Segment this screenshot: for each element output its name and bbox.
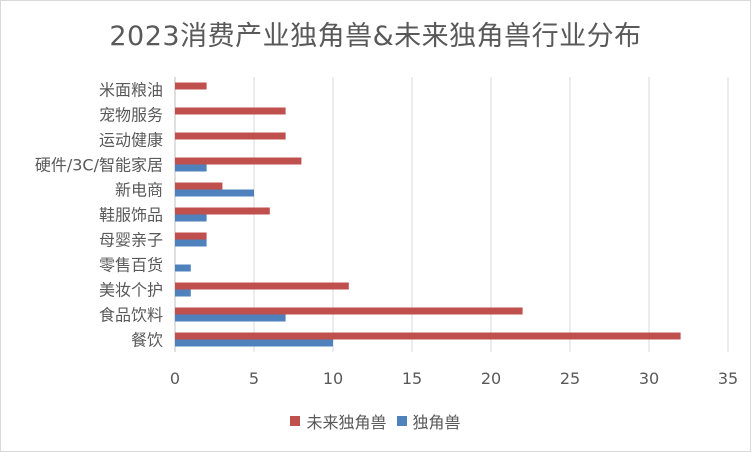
bar xyxy=(175,164,207,172)
bar xyxy=(175,107,286,115)
bar xyxy=(175,132,286,140)
y-category-label: 宠物服务 xyxy=(99,106,163,125)
bar xyxy=(175,307,523,315)
bar xyxy=(175,289,191,297)
y-category-label: 餐饮 xyxy=(131,331,163,350)
bar xyxy=(175,189,254,197)
x-tick-label: 35 xyxy=(718,369,738,388)
x-tick-label: 20 xyxy=(481,369,501,388)
x-tick-label: 0 xyxy=(170,369,180,388)
y-category-label: 零售百货 xyxy=(99,256,163,275)
bar xyxy=(175,182,223,190)
bar xyxy=(175,157,302,165)
bar xyxy=(175,214,207,222)
bar xyxy=(175,239,207,247)
y-category-label: 鞋服饰品 xyxy=(99,206,163,225)
y-category-label: 母婴亲子 xyxy=(99,231,163,250)
legend-label-future-unicorn: 未来独角兽 xyxy=(306,413,387,432)
legend-label-unicorn: 独角兽 xyxy=(412,413,461,432)
bar xyxy=(175,332,681,340)
legend-swatch-unicorn xyxy=(396,416,407,426)
legend-item-unicorn: 独角兽 xyxy=(396,409,461,433)
bar xyxy=(175,339,333,347)
legend: 未来独角兽 独角兽 xyxy=(0,409,751,433)
legend-swatch-future-unicorn xyxy=(290,416,301,426)
x-tick-label: 5 xyxy=(249,369,259,388)
y-category-label: 食品饮料 xyxy=(99,306,163,325)
x-tick-label: 15 xyxy=(402,369,422,388)
y-category-label: 新电商 xyxy=(115,181,163,200)
y-category-label: 美妆个护 xyxy=(99,281,163,300)
y-category-label: 硬件/3C/智能家居 xyxy=(35,156,163,175)
bar xyxy=(175,282,349,290)
bar xyxy=(175,264,191,272)
bar xyxy=(175,232,207,240)
bar xyxy=(175,314,286,322)
bar xyxy=(175,82,207,90)
bar xyxy=(175,207,270,215)
x-tick-label: 30 xyxy=(639,369,659,388)
y-category-label: 运动健康 xyxy=(99,131,163,150)
y-category-label: 米面粮油 xyxy=(99,81,163,100)
x-tick-label: 25 xyxy=(560,369,580,388)
legend-item-future-unicorn: 未来独角兽 xyxy=(290,409,387,433)
x-tick-label: 10 xyxy=(323,369,343,388)
chart-title: 2023消费产业独角兽&未来独角兽行业分布 xyxy=(109,21,642,52)
